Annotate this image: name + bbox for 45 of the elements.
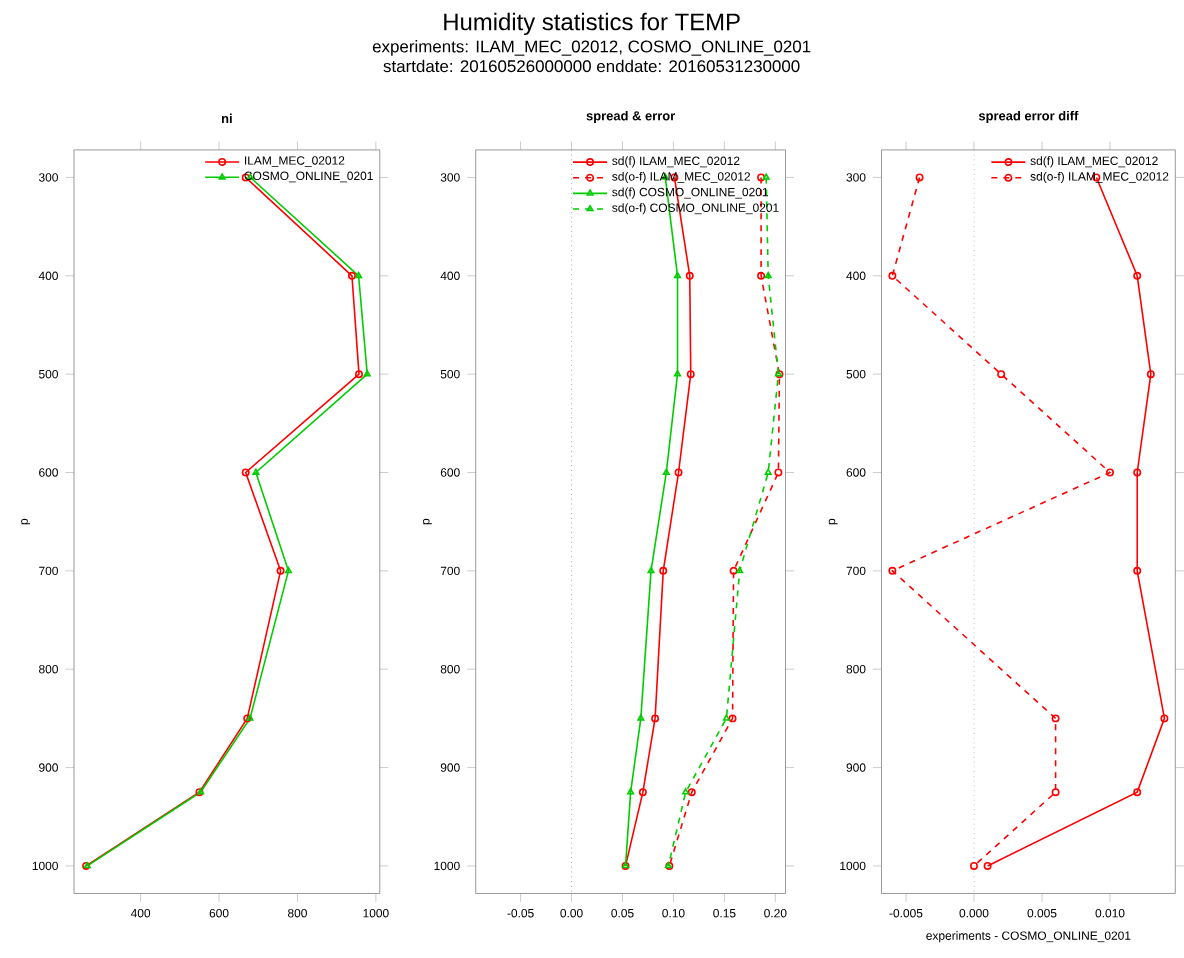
point (355, 370, 363, 379)
point (687, 788, 696, 797)
point (682, 788, 690, 795)
point (757, 272, 766, 281)
point (1160, 714, 1169, 723)
point (915, 173, 924, 182)
point (241, 468, 250, 477)
point (363, 370, 371, 377)
point (627, 788, 635, 795)
point (1106, 468, 1114, 477)
point (647, 567, 655, 574)
text: experiments: ILAM_MEC_02012, COSMO_ONLINE_0201 (372, 40, 811, 57)
point (762, 173, 770, 181)
point (1133, 468, 1142, 477)
point (662, 468, 670, 476)
point (997, 370, 1006, 379)
point (1133, 788, 1142, 797)
point (1051, 714, 1060, 723)
point (638, 788, 647, 797)
point (252, 468, 260, 476)
point (888, 272, 897, 281)
point (729, 567, 738, 576)
point (728, 714, 737, 723)
point (970, 862, 978, 871)
point (673, 272, 682, 279)
point (888, 567, 897, 576)
point (1051, 788, 1060, 797)
point (673, 370, 682, 377)
point (347, 272, 356, 281)
text: Humidity statistics for TEMP (444, 13, 740, 36)
point (651, 714, 660, 723)
text: startdate: 20160526000000 enddate: 20160531230000 (383, 60, 800, 73)
point (637, 714, 645, 722)
point (685, 272, 694, 281)
point (276, 567, 285, 576)
point (659, 567, 668, 576)
point (1146, 370, 1155, 379)
point (1133, 272, 1142, 281)
point (764, 468, 772, 476)
point (757, 173, 766, 182)
point (686, 370, 695, 379)
point (674, 468, 683, 477)
point (1133, 567, 1142, 576)
point (774, 468, 783, 477)
point (722, 714, 730, 722)
